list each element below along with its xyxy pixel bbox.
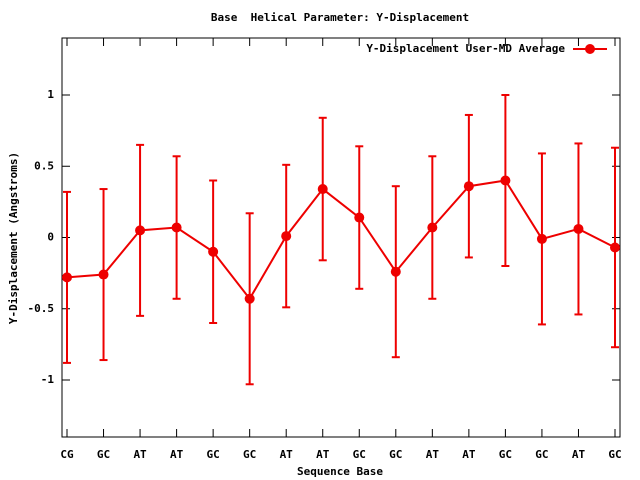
x-tick-label: GC [499,448,512,461]
y-axis-label: Y-Displacement (Angstroms) [7,152,20,324]
point [98,269,109,280]
point [171,222,182,233]
x-tick-label: GC [97,448,110,461]
point [610,242,620,253]
y-tick-label: -0.5 [28,302,55,315]
x-tick-label: GC [608,448,621,461]
point [463,181,474,192]
x-tick-label: AT [170,448,184,461]
point [135,225,146,236]
point [62,272,72,283]
point [390,266,401,277]
x-tick-label: GC [389,448,402,461]
x-tick-label: AT [280,448,294,461]
y-tick-label: -1 [41,373,55,386]
point [500,175,511,186]
point [244,293,255,304]
legend-label: Y-Displacement User-MD Average [366,42,565,55]
x-tick-label: GC [207,448,220,461]
x-tick-label: AT [133,448,147,461]
x-tick-label: GC [535,448,548,461]
point [281,231,292,242]
point [427,222,438,233]
x-tick-label: CG [60,448,74,461]
plot-frame [61,37,621,438]
y-tick-label: 0.5 [34,159,54,172]
x-tick-label: GC [353,448,366,461]
series-line [66,179,616,301]
x-tick-label: AT [462,448,476,461]
legend-marker [585,44,595,54]
x-tick-label: AT [426,448,440,461]
point [573,223,584,234]
x-tick-label: GC [243,448,256,461]
point [354,212,365,223]
x-tick-label: AT [316,448,330,461]
point [208,246,219,257]
x-axis-label: Sequence Base [297,465,383,478]
y-tick-label: 1 [47,88,54,101]
point [536,233,547,244]
y-tick-label: 0 [47,231,54,244]
point [317,184,328,195]
x-tick-label: AT [572,448,586,461]
chart-title: Base Helical Parameter: Y-Displacement [211,11,469,24]
